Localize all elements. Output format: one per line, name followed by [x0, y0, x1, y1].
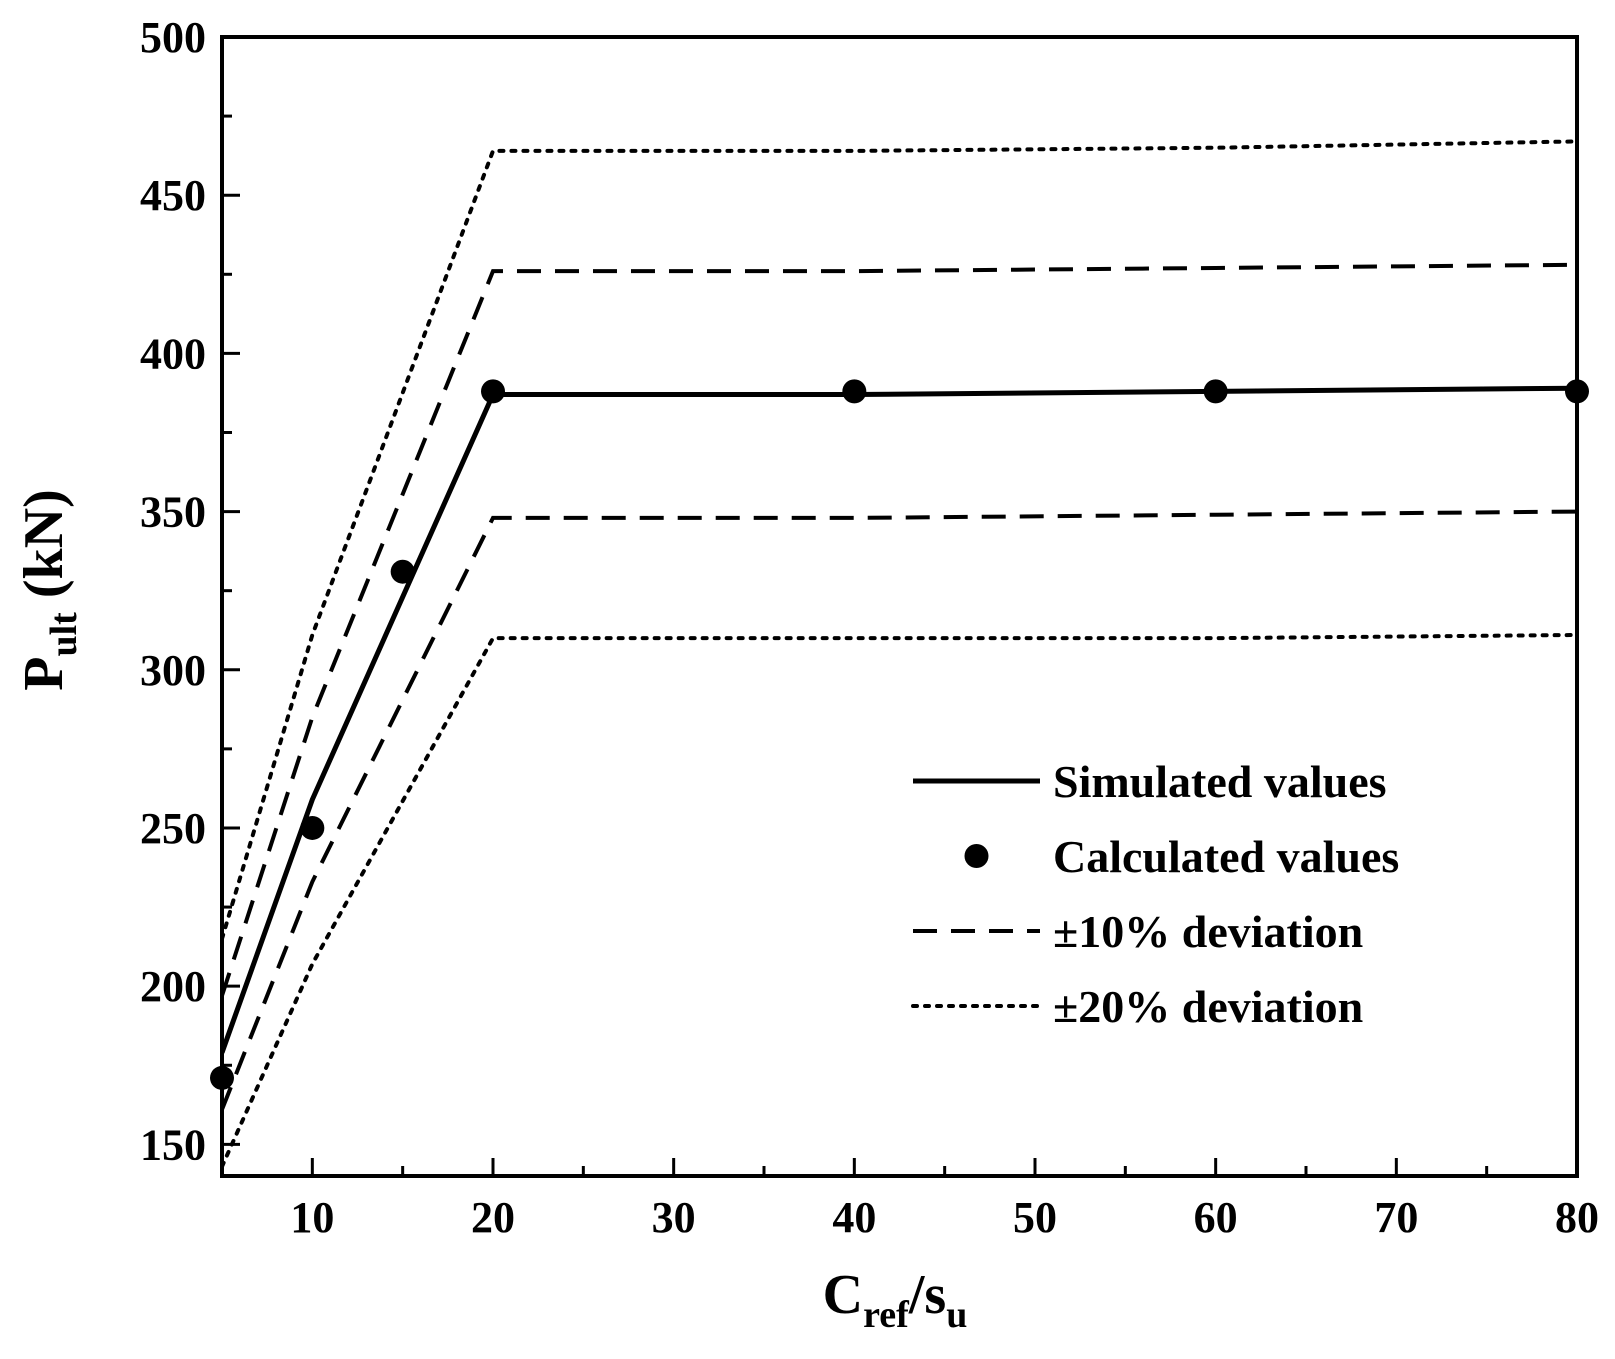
series-line-10-deviation-lower — [222, 509, 1578, 1111]
x-tick-label: 30 — [652, 1193, 696, 1242]
x-axis-title-main: C — [823, 1264, 863, 1326]
y-tick-label: 500 — [140, 13, 206, 62]
y-axis-title-unit: (kN) — [13, 489, 75, 612]
y-tick-label: 450 — [140, 171, 206, 220]
x-tick-label: 50 — [1013, 1193, 1057, 1242]
tick-label-layer: 10 20 30 40 50 60 70 80 150 200 250 300 350 400 450 500 — [140, 13, 1599, 1242]
x-tick-label: 70 — [1374, 1193, 1418, 1242]
x-tick-label: 10 — [290, 1193, 334, 1242]
legend-label: Simulated values — [1053, 756, 1387, 807]
marker-layer — [210, 379, 1589, 1090]
x-axis-title-sub2: u — [946, 1294, 967, 1336]
y-tick-label: 250 — [140, 804, 206, 853]
series-line-20-deviation — [222, 139, 1579, 941]
x-axis-title-sub: ref — [863, 1294, 910, 1336]
plot-frame — [220, 35, 1579, 1178]
legend-marker-calculated — [964, 844, 989, 868]
y-axis-title-sub: ult — [43, 612, 85, 657]
x-axis-title-sep: /s — [908, 1264, 946, 1326]
y-tick-label: 150 — [140, 1120, 206, 1169]
calculated-point — [1203, 379, 1228, 404]
calculated-point — [481, 379, 505, 404]
y-tick-label: 200 — [140, 962, 206, 1011]
x-axis-title: Cref/su — [823, 1264, 968, 1336]
x-tick-label: 40 — [832, 1193, 876, 1242]
legend-label: ±20% deviation — [1053, 981, 1363, 1032]
calculated-point — [390, 559, 415, 584]
y-tick-label: 300 — [140, 646, 206, 695]
x-tick-label: 60 — [1194, 1193, 1238, 1242]
y-axis-title: Pult (kN) — [13, 489, 85, 690]
legend-label: Calculated values — [1053, 831, 1399, 882]
y-tick-label: 350 — [140, 488, 206, 537]
series-layer — [222, 139, 1579, 1169]
series-line-simulated-values — [222, 385, 1578, 1054]
calculated-point — [300, 815, 325, 840]
x-tick-label: 20 — [471, 1193, 515, 1242]
series-line-20-deviation-lower — [222, 632, 1579, 1169]
y-tick-label: 400 — [140, 329, 206, 378]
tick-layer — [220, 35, 1579, 1176]
legend: Simulated values Calculated values ±10% de… — [911, 756, 1399, 1032]
legend-label: ±10% deviation — [1053, 906, 1363, 957]
series-line-10-deviation — [222, 262, 1578, 997]
y-axis-title-main: P — [13, 657, 75, 691]
x-tick-label: 80 — [1555, 1193, 1599, 1242]
calculated-point — [842, 379, 867, 404]
